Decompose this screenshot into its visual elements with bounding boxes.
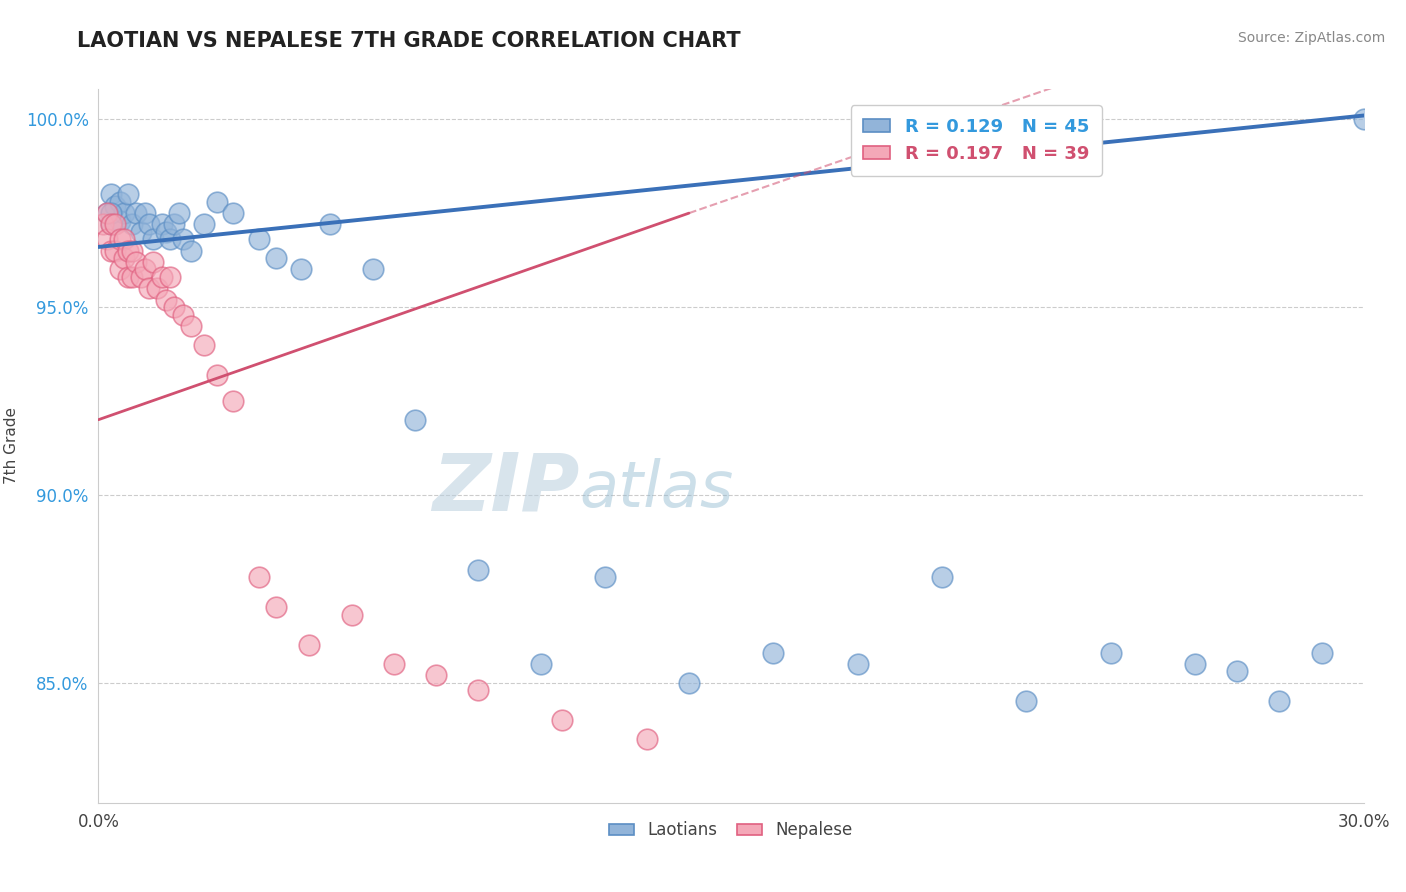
Point xyxy=(167,206,190,220)
Point xyxy=(467,563,489,577)
Point xyxy=(404,413,426,427)
Point xyxy=(361,262,384,277)
Point xyxy=(108,262,131,277)
Text: LAOTIAN VS NEPALESE 7TH GRADE CORRELATION CHART: LAOTIAN VS NEPALESE 7TH GRADE CORRELATIO… xyxy=(77,31,741,51)
Point xyxy=(100,206,122,220)
Point xyxy=(172,232,194,246)
Point xyxy=(117,187,139,202)
Point xyxy=(96,206,118,220)
Point xyxy=(159,232,181,246)
Point xyxy=(104,244,127,258)
Point xyxy=(846,657,869,671)
Point xyxy=(100,187,122,202)
Point xyxy=(142,255,165,269)
Point xyxy=(205,368,228,382)
Point xyxy=(96,206,118,220)
Point xyxy=(247,232,270,246)
Point xyxy=(125,206,148,220)
Point xyxy=(100,244,122,258)
Point xyxy=(121,270,143,285)
Point xyxy=(762,646,785,660)
Point xyxy=(112,251,135,265)
Point xyxy=(104,218,127,232)
Point xyxy=(125,255,148,269)
Point xyxy=(530,657,553,671)
Point xyxy=(264,600,287,615)
Point xyxy=(264,251,287,265)
Point xyxy=(108,194,131,209)
Point xyxy=(121,218,143,232)
Point xyxy=(134,262,156,277)
Point xyxy=(1310,646,1333,660)
Point xyxy=(138,218,160,232)
Point xyxy=(117,244,139,258)
Point xyxy=(172,308,194,322)
Point xyxy=(155,225,177,239)
Point xyxy=(931,570,953,584)
Text: atlas: atlas xyxy=(579,458,734,520)
Point xyxy=(159,270,181,285)
Point xyxy=(425,668,447,682)
Point xyxy=(108,213,131,227)
Point xyxy=(112,232,135,246)
Point xyxy=(678,675,700,690)
Y-axis label: 7th Grade: 7th Grade xyxy=(4,408,18,484)
Point xyxy=(163,300,186,314)
Point xyxy=(1268,694,1291,708)
Point xyxy=(134,206,156,220)
Point xyxy=(117,270,139,285)
Point xyxy=(91,218,114,232)
Point xyxy=(1353,112,1375,127)
Point xyxy=(96,232,118,246)
Text: Source: ZipAtlas.com: Source: ZipAtlas.com xyxy=(1237,31,1385,45)
Text: ZIP: ZIP xyxy=(432,450,579,528)
Point xyxy=(298,638,321,652)
Point xyxy=(112,206,135,220)
Point xyxy=(180,244,202,258)
Point xyxy=(193,337,215,351)
Point xyxy=(205,194,228,209)
Point xyxy=(1226,665,1249,679)
Point xyxy=(1184,657,1206,671)
Point xyxy=(108,232,131,246)
Point xyxy=(180,318,202,333)
Point xyxy=(150,270,173,285)
Point xyxy=(121,244,143,258)
Point xyxy=(222,206,245,220)
Point xyxy=(222,393,245,408)
Point xyxy=(551,713,574,727)
Point xyxy=(593,570,616,584)
Legend: Laotians, Nepalese: Laotians, Nepalese xyxy=(603,814,859,846)
Point xyxy=(340,607,363,622)
Point xyxy=(163,218,186,232)
Point xyxy=(129,225,152,239)
Point xyxy=(1015,694,1038,708)
Point xyxy=(382,657,405,671)
Point xyxy=(100,218,122,232)
Point xyxy=(104,199,127,213)
Point xyxy=(138,281,160,295)
Point xyxy=(1099,646,1122,660)
Point xyxy=(129,270,152,285)
Point xyxy=(150,218,173,232)
Point xyxy=(100,218,122,232)
Point xyxy=(467,683,489,698)
Point xyxy=(146,281,169,295)
Point xyxy=(155,293,177,307)
Point xyxy=(142,232,165,246)
Point xyxy=(319,218,342,232)
Point xyxy=(247,570,270,584)
Point xyxy=(636,731,658,746)
Point xyxy=(290,262,312,277)
Point xyxy=(193,218,215,232)
